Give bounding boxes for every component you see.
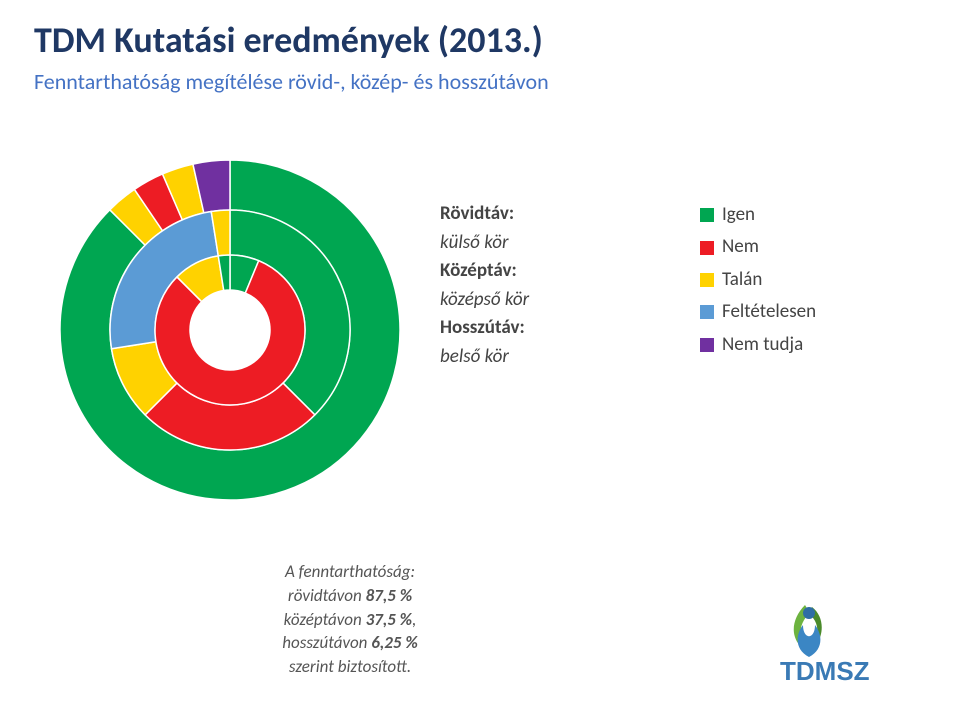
legend-item: Feltételesen [700, 297, 816, 327]
legend-item: Talán [700, 265, 816, 295]
stats-tail: szerint biztosított. [180, 655, 520, 679]
legend-label: Talán [722, 265, 762, 295]
stats-line: hosszútávon 6,25 % [180, 631, 520, 655]
legend-item: Nem tudja [700, 330, 816, 360]
legend-label: Nem [722, 232, 759, 262]
stats-block: A fenntarthatóság: rövidtávon 87,5 %közé… [180, 560, 520, 679]
label-outer-value: külső kör [440, 231, 508, 254]
legend-label: Feltételesen [722, 297, 816, 327]
legend-swatch [700, 305, 714, 319]
legend-swatch [700, 241, 714, 255]
legend-swatch [700, 338, 714, 352]
legend-item: Igen [700, 200, 816, 230]
label-inner-value: belső kör [440, 345, 509, 368]
label-inner-title: Hosszútáv: [440, 316, 525, 339]
legend-label: Igen [722, 200, 755, 230]
nested-donut-chart [60, 160, 400, 500]
stats-head: A fenntarthatóság: [180, 560, 520, 584]
legend-label: Nem tudja [722, 330, 803, 360]
legend: IgenNemTalánFeltételesenNem tudja [700, 200, 816, 362]
legend-swatch [700, 273, 714, 287]
page-title: TDM Kutatási eredmények (2013.) [34, 18, 543, 62]
label-middle-title: Középtáv: [440, 259, 517, 282]
ring-labels: Rövidtáv: külső kör Középtáv: középső kö… [440, 200, 529, 371]
tdmsz-logo: TDMSZ [770, 595, 920, 690]
label-outer-title: Rövidtáv: [440, 202, 514, 225]
stats-line: rövidtávon 87,5 % [180, 584, 520, 608]
label-middle-value: középső kör [440, 288, 529, 311]
stats-line: középtávon 37,5 %, [180, 608, 520, 632]
legend-swatch [700, 208, 714, 222]
logo-text: TDMSZ [780, 656, 870, 685]
page-subtitle: Fenntarthatóság megítélése rövid-, közép… [34, 68, 549, 95]
legend-item: Nem [700, 232, 816, 262]
